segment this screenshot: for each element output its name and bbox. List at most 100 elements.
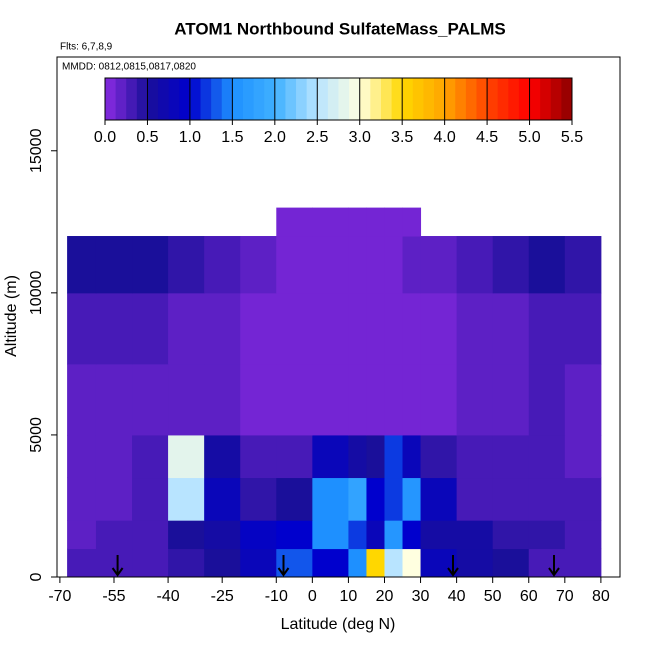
colorbar-swatch <box>158 78 170 120</box>
heat-cell <box>564 236 602 294</box>
heat-cell <box>492 363 530 436</box>
arrow-head <box>548 567 560 577</box>
heat-cell <box>420 520 458 550</box>
heat-cell <box>366 236 385 294</box>
heat-cell <box>402 292 422 365</box>
heat-cell <box>420 292 458 365</box>
heat-cell <box>492 292 530 365</box>
x-tick-label: 30 <box>412 588 430 605</box>
heat-cell <box>240 236 277 294</box>
y-tick-label: 15000 <box>28 128 45 173</box>
heat-cell <box>366 363 385 436</box>
heat-cell <box>384 520 404 550</box>
colorbar-swatch <box>434 78 446 120</box>
heat-cell <box>168 520 205 550</box>
colorbar-swatch <box>476 78 488 120</box>
heat-cell <box>420 236 458 294</box>
heat-cell <box>67 236 97 294</box>
colorbar-swatch <box>296 78 308 120</box>
heat-cell <box>276 434 313 479</box>
colorbar-swatch <box>455 78 467 120</box>
heat-cell <box>564 292 602 365</box>
x-axis-label: Latitude (deg N) <box>281 616 396 633</box>
colorbar-tick-label: 4.0 <box>434 129 456 146</box>
x-tick-label: 0 <box>308 588 317 605</box>
heat-cell <box>312 236 349 294</box>
heat-cell <box>67 520 97 550</box>
heat-cell <box>564 434 602 479</box>
heat-cell <box>456 236 494 294</box>
colorbar-swatch <box>412 78 424 120</box>
heat-cell <box>384 207 404 237</box>
colorbar-swatch <box>359 78 371 120</box>
colorbar-swatch <box>465 78 477 120</box>
x-tick-label: -25 <box>211 588 234 605</box>
heat-cell <box>348 236 367 294</box>
heat-cell <box>240 520 277 550</box>
heat-cell <box>402 434 422 479</box>
heat-cell <box>312 434 349 479</box>
colorbar-tick-label: 4.5 <box>476 129 498 146</box>
x-tick-label: 20 <box>376 588 394 605</box>
heat-cell <box>528 434 566 479</box>
colorbar-tick-label: 2.0 <box>264 129 286 146</box>
heat-cell <box>132 520 169 550</box>
heat-cell <box>402 363 422 436</box>
heat-cell <box>168 434 205 479</box>
colorbar-swatch <box>242 78 255 120</box>
y-tick-label: 0 <box>28 572 45 581</box>
heat-cell <box>348 434 367 479</box>
heat-cell <box>95 236 133 294</box>
colorbar-swatch <box>126 78 138 120</box>
x-tick-label: 40 <box>448 588 466 605</box>
colorbar-swatch <box>497 78 509 120</box>
heat-cell <box>348 207 367 237</box>
plot-frame <box>56 56 621 578</box>
colorbar-swatch <box>380 78 393 120</box>
colorbar-swatch <box>253 78 265 120</box>
colorbar-swatch <box>327 78 339 120</box>
colorbar-swatch <box>136 78 148 120</box>
colorbar-tick-label: 5.5 <box>561 129 583 146</box>
heat-cell <box>564 520 602 550</box>
heat-cell <box>276 363 313 436</box>
heat-cell <box>67 292 97 365</box>
heat-cell <box>348 520 367 550</box>
colorbar-swatch <box>550 78 562 120</box>
heat-cell <box>456 548 494 578</box>
heat-cell <box>132 363 169 436</box>
heat-cell <box>312 520 349 550</box>
x-tick-label: -55 <box>102 588 125 605</box>
heat-cell <box>348 548 367 578</box>
colorbar-swatch <box>444 78 456 120</box>
heat-cell <box>276 292 313 365</box>
heat-cell <box>276 520 313 550</box>
heat-cell <box>132 477 169 521</box>
heat-cell <box>492 520 530 550</box>
heat-cell <box>67 548 97 578</box>
heat-cell <box>204 548 241 578</box>
heat-cell <box>67 363 97 436</box>
heat-cell <box>95 363 133 436</box>
heat-cell <box>95 434 133 479</box>
heat-cell <box>168 236 205 294</box>
heat-cell <box>348 292 367 365</box>
heat-cell <box>240 477 277 521</box>
heat-cell <box>528 477 566 521</box>
heat-cell <box>366 207 385 237</box>
colorbar-swatch <box>232 78 244 120</box>
colorbar-swatch <box>370 78 382 120</box>
heat-cell <box>240 434 277 479</box>
colorbar-swatch <box>402 78 414 120</box>
colorbar-swatch <box>518 78 531 120</box>
colorbar-tick-label: 3.0 <box>349 129 371 146</box>
x-tick-label: -10 <box>265 588 288 605</box>
heat-cell <box>276 236 313 294</box>
arrow-head <box>111 567 124 577</box>
heat-cell <box>95 520 133 550</box>
colorbar-swatch <box>221 78 233 120</box>
colorbar-tick-label: 0.5 <box>136 129 158 146</box>
subtitle: Flts: 6,7,8,9 <box>60 42 113 53</box>
heat-cell <box>402 477 422 521</box>
heat-cell <box>384 477 404 521</box>
